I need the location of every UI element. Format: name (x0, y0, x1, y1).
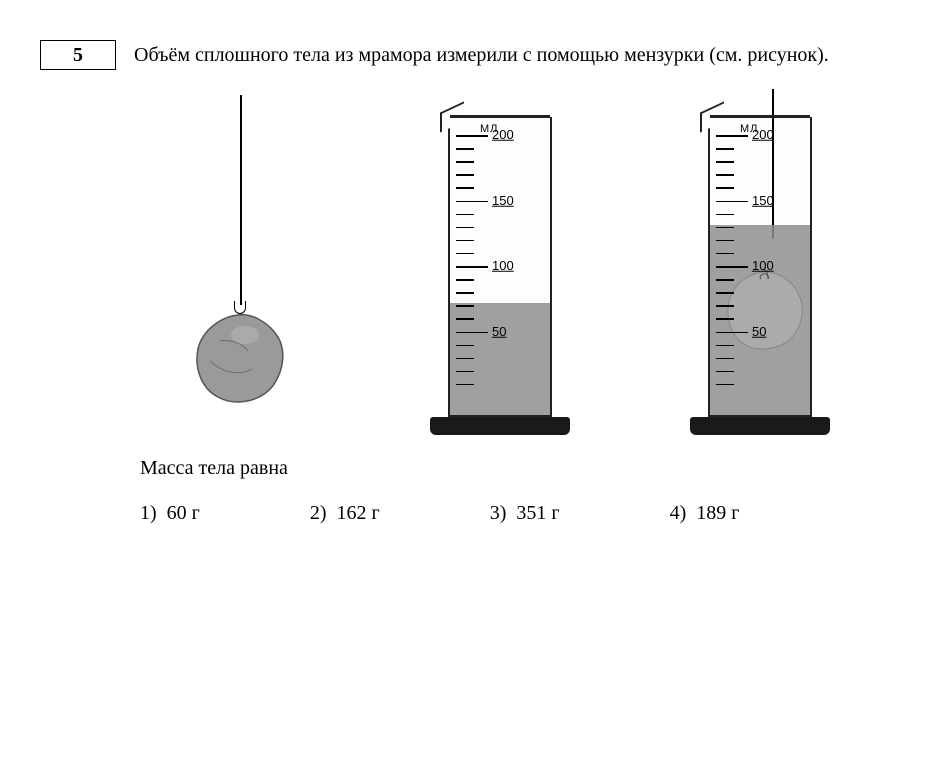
answer-number: 2) (310, 502, 327, 525)
answer-option-3: 3) 351 г (490, 502, 560, 525)
tick-label: 50 (492, 323, 506, 338)
string-line (240, 95, 242, 305)
page: 5 Объём сплошного тела из мрамора измери… (0, 0, 937, 768)
tick-label: 150 (492, 192, 514, 207)
tick-minor (456, 227, 474, 229)
tick-major (716, 135, 748, 137)
tick-minor (456, 371, 474, 373)
tick-minor (716, 384, 734, 386)
tick-minor (456, 358, 474, 360)
cylinder-tube: МЛ 50100150200 (708, 117, 812, 417)
answer-value: 60 г (167, 502, 200, 525)
answer-number: 1) (140, 502, 157, 525)
cylinder-base (430, 417, 570, 435)
tick-major (456, 332, 488, 334)
tick-major (456, 201, 488, 203)
tick-label: 100 (752, 258, 774, 273)
tick-minor (456, 279, 474, 281)
tick-minor (456, 240, 474, 242)
tick-major (456, 266, 488, 268)
tick-minor (716, 371, 734, 373)
tick-minor (456, 161, 474, 163)
answer-option-4: 4) 189 г (670, 502, 740, 525)
cylinder-before: МЛ 50100150200 (430, 117, 570, 435)
cylinder-tube: МЛ 50100150200 (448, 117, 552, 417)
tick-minor (456, 292, 474, 294)
figure-row: МЛ 50100150200 МЛ (140, 95, 897, 435)
tick-minor (716, 161, 734, 163)
tick-minor (716, 253, 734, 255)
tick-minor (456, 345, 474, 347)
tick-minor (716, 345, 734, 347)
tick-minor (456, 318, 474, 320)
tick-major (716, 266, 748, 268)
tick-minor (716, 227, 734, 229)
tick-minor (716, 214, 734, 216)
tick-minor (716, 148, 734, 150)
tick-minor (716, 174, 734, 176)
cylinder-rim (710, 115, 810, 118)
tick-minor (456, 384, 474, 386)
tick-minor (716, 187, 734, 189)
answer-number: 3) (490, 502, 507, 525)
cylinder-after: МЛ 50100150200 (690, 117, 830, 435)
tick-label: 50 (752, 323, 766, 338)
tick-minor (456, 253, 474, 255)
tick-minor (716, 305, 734, 307)
tick-minor (716, 358, 734, 360)
scale-after: 50100150200 (716, 135, 776, 395)
tick-minor (456, 148, 474, 150)
question-row: 5 Объём сплошного тела из мрамора измери… (40, 40, 897, 70)
subprompt: Масса тела равна (140, 457, 897, 480)
answer-value: 189 г (696, 502, 739, 525)
answer-option-1: 1) 60 г (140, 502, 200, 525)
tick-major (456, 135, 488, 137)
tick-minor (716, 279, 734, 281)
tick-minor (716, 292, 734, 294)
question-text: Объём сплошного тела из мрамора измерили… (134, 40, 897, 70)
tick-minor (716, 318, 734, 320)
answer-row: 1) 60 г 2) 162 г 3) 351 г 4) 189 г (140, 502, 897, 525)
panel-cylinder-before: МЛ 50100150200 (400, 95, 600, 435)
answer-value: 351 г (516, 502, 559, 525)
tick-major (716, 332, 748, 334)
tick-minor (456, 174, 474, 176)
answer-option-2: 2) 162 г (310, 502, 380, 525)
tick-minor (456, 187, 474, 189)
cylinder-base (690, 417, 830, 435)
tick-minor (456, 305, 474, 307)
answer-number: 4) (670, 502, 687, 525)
tick-label: 200 (752, 127, 774, 142)
rock-icon (190, 311, 290, 406)
tick-label: 150 (752, 192, 774, 207)
tick-label: 100 (492, 258, 514, 273)
tick-label: 200 (492, 127, 514, 142)
question-number: 5 (73, 44, 83, 66)
answer-value: 162 г (337, 502, 380, 525)
question-number-box: 5 (40, 40, 116, 70)
cylinder-rim (450, 115, 550, 118)
tick-minor (456, 214, 474, 216)
scale-before: 50100150200 (456, 135, 516, 395)
panel-cylinder-after: МЛ 50100150200 (660, 95, 860, 435)
tick-major (716, 201, 748, 203)
tick-minor (716, 240, 734, 242)
panel-rock-hanging (140, 95, 340, 435)
